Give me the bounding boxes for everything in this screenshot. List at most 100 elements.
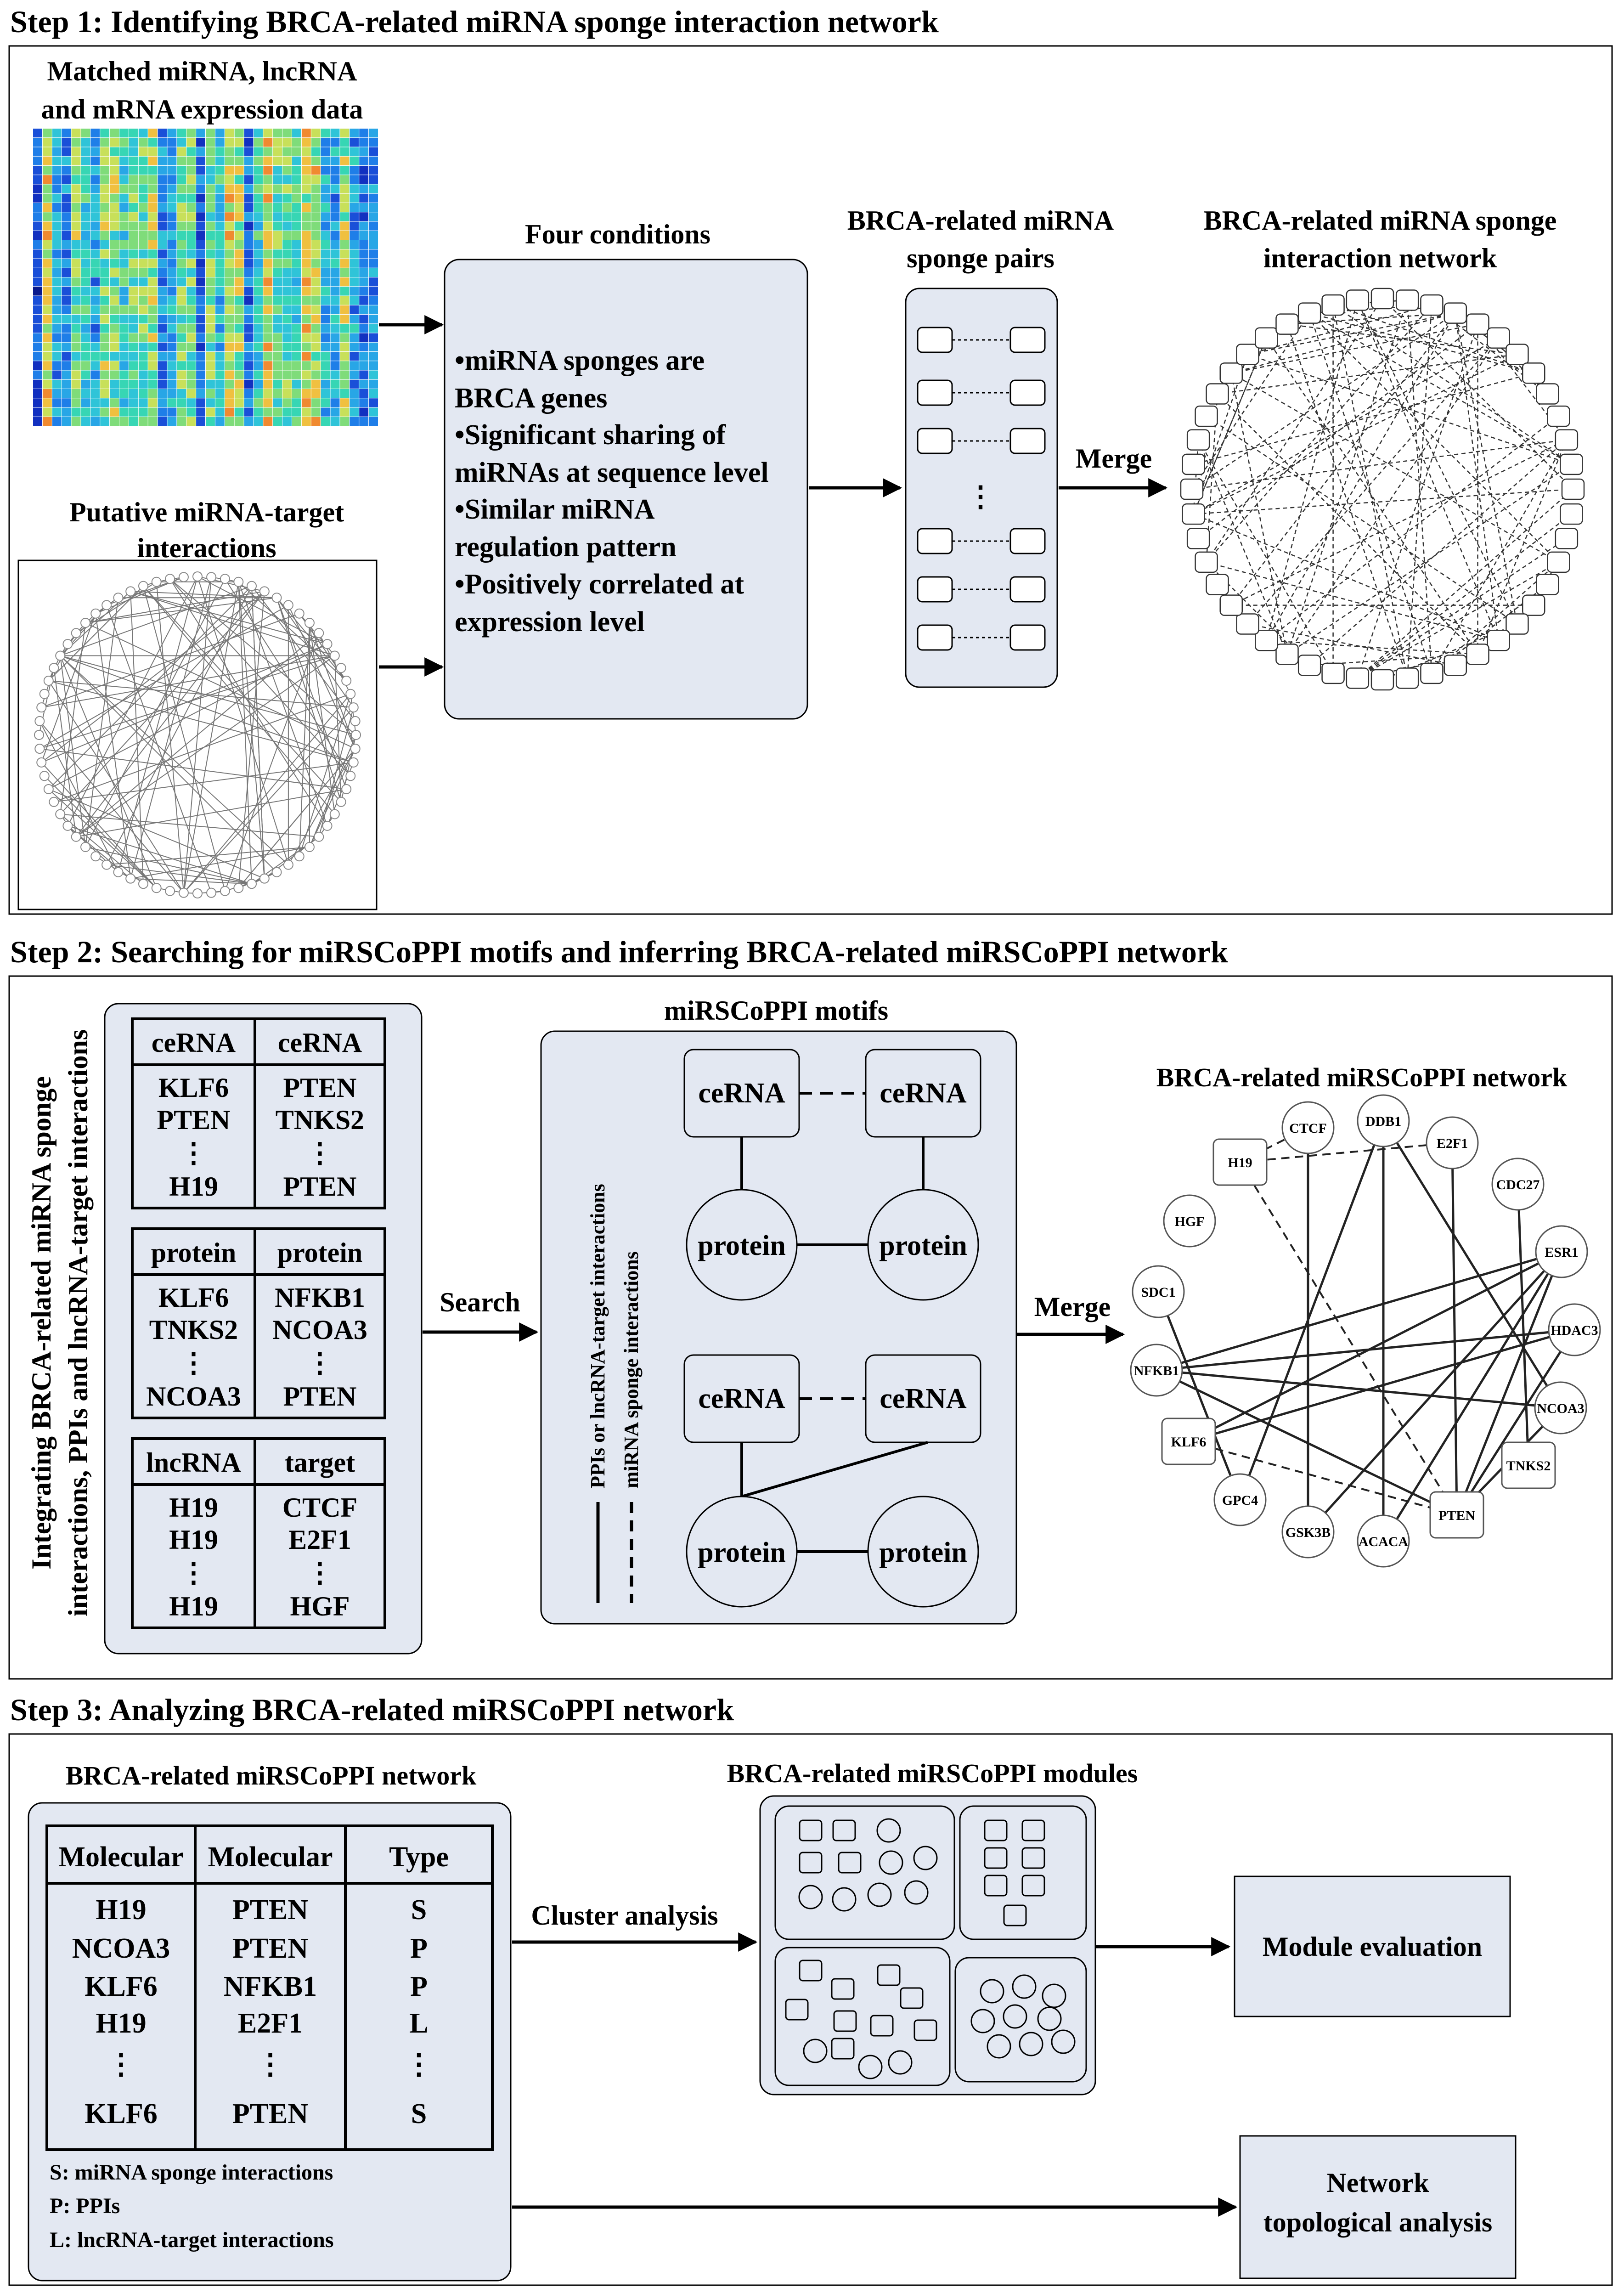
sponge-node [1182,503,1205,525]
module-groups [774,1805,1087,2086]
sponge-node [1522,362,1545,384]
table-cell: ⋮ [180,1558,208,1588]
sponge-edge [1193,514,1499,641]
heatmap-cell [330,231,340,240]
heatmap-cell [81,277,90,287]
heatmap-cell [330,166,340,175]
table-cell: KLF6 [85,2098,157,2129]
sponge-edge [1231,439,1567,606]
heatmap-cell [177,221,186,231]
heatmap-cell [100,231,110,240]
heatmap-cell [340,324,350,333]
heatmap-cell [206,315,215,324]
heatmap-cell [196,370,205,379]
sponge-edge [1332,305,1572,465]
heatmap-cell [263,277,273,287]
heatmap-cell [254,240,263,249]
heatmap-cell [33,315,42,324]
heatmap-cell [311,361,321,370]
putative-node [294,608,304,619]
heatmap-cell [33,352,42,361]
heatmap-cell [311,268,321,277]
heatmap-cell [244,277,254,287]
heatmap-cell [273,221,282,231]
condition-list: •miRNA sponges are BRCA genes •Significa… [455,345,769,638]
sponge-node [1536,383,1559,405]
heatmap-cell [301,315,311,324]
heatmap-cell [100,221,110,231]
legend-s: S: miRNA sponge interactions [50,2160,333,2185]
putative-edge [48,789,157,888]
heatmap-cell [292,240,301,249]
heatmap-cell [33,249,42,259]
module-node [1051,2029,1076,2054]
heatmap-cell [263,287,273,296]
heatmap-cell [196,231,205,240]
heatmap-cell [167,231,177,240]
heatmap-cell [369,184,378,193]
heatmap-cell [119,361,129,370]
heatmap-cell [263,193,273,203]
table-cell: KLF6 [158,1073,229,1103]
heatmap-cell [62,221,71,231]
heatmap-cell [119,212,129,221]
heatmap-cell [138,138,148,147]
heatmap-cell [254,259,263,268]
heatmap-cell [186,379,196,389]
heatmap-cell [129,296,138,305]
network-node-label: GSK3B [1286,1525,1331,1540]
heatmap-cell [52,324,62,333]
heatmap-cell [321,342,330,351]
heatmap-cell [321,259,330,268]
putative-edge [238,871,277,889]
putative-edge [39,748,347,790]
putative-node [49,663,59,673]
ppi-edge [1156,1250,1562,1372]
heatmap-cell [71,203,81,212]
sponge-node [1370,288,1394,310]
heatmap-cell [234,370,244,379]
putative-node [192,571,203,582]
heatmap-cell [148,212,158,221]
table-header: protein [277,1237,363,1268]
heatmap-cell [138,333,148,342]
putative-edge [67,576,198,826]
heatmap-cell [340,417,350,426]
sponge-node [1487,629,1510,651]
putative-edge [225,878,265,892]
heatmap-cell [33,277,42,287]
heatmap-cell [321,287,330,296]
heatmap-cell [225,166,234,175]
heatmap-cell [215,370,225,379]
table-cell: E2F1 [238,2008,303,2039]
heatmap-cell [33,203,42,212]
heatmap-cell [33,389,42,398]
heatmap-cell [206,129,215,138]
heatmap-cell [90,379,100,389]
heatmap-cell [129,370,138,379]
heatmap-cell [340,129,350,138]
module-node [833,2010,857,2032]
heatmap-cell [215,352,225,361]
conditions-box [444,259,808,720]
heatmap-cell [148,277,158,287]
putative-node [283,600,293,610]
heatmap-cell [119,324,129,333]
sponge-node [1395,289,1419,311]
network-node [1130,1344,1183,1397]
sponge-node [1321,662,1345,684]
putative-node [304,618,315,628]
heatmap-cell [81,379,90,389]
heatmap-cell [206,407,215,417]
sponge-edge [1206,298,1383,563]
heatmap-cell [110,342,119,351]
heatmap-cell [138,305,148,314]
heatmap-cell [225,287,234,296]
heatmap-cell [254,249,263,259]
heatmap-cell [110,361,119,370]
heatmap-cell [206,184,215,193]
sponge-edge [1309,313,1432,674]
putative-node [322,820,333,831]
heatmap-cell [186,287,196,296]
heatmap-cell [254,193,263,203]
